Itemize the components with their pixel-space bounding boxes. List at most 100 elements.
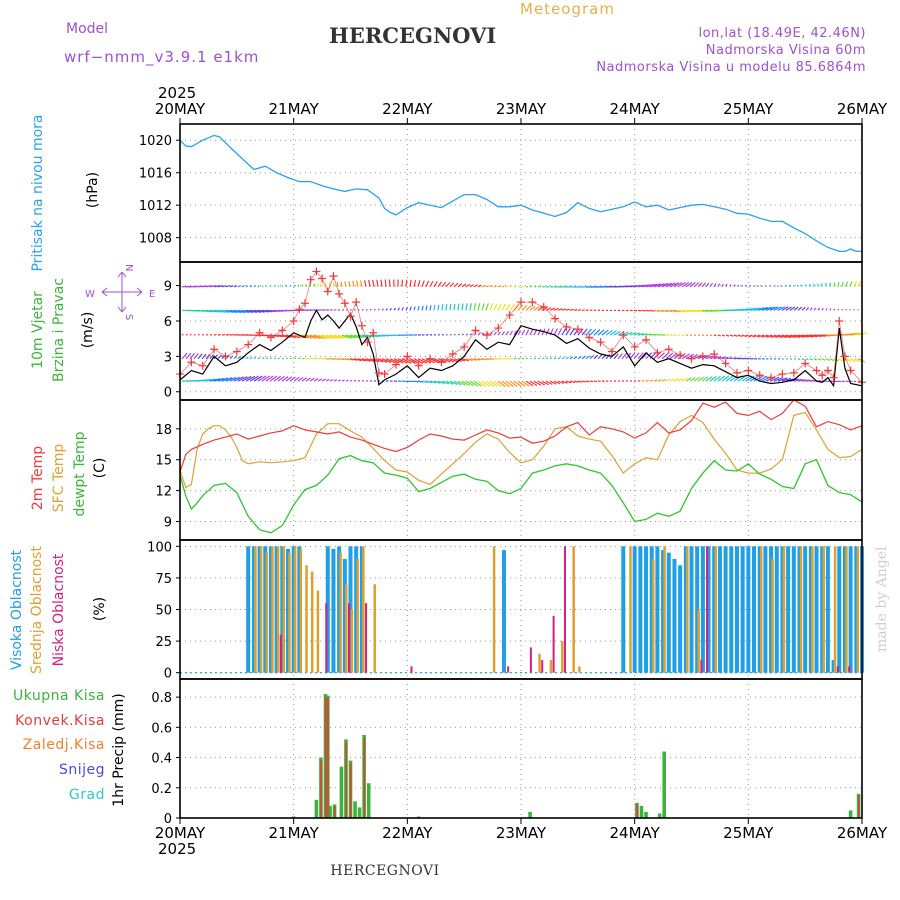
wind-arrow bbox=[525, 380, 534, 387]
wind-arrow bbox=[853, 380, 857, 383]
wind-arrow bbox=[481, 303, 485, 311]
cloud-bar bbox=[552, 615, 555, 673]
precip-bar bbox=[528, 811, 532, 818]
precip-conv-bar bbox=[349, 763, 352, 818]
cloud-bar bbox=[259, 546, 263, 673]
wind-arrow bbox=[685, 309, 695, 313]
cloud-bar bbox=[740, 546, 745, 673]
wind-arrow bbox=[277, 334, 288, 338]
wind-arrow bbox=[857, 280, 862, 288]
wind-arrow bbox=[209, 333, 213, 336]
cloud-bar bbox=[279, 634, 282, 673]
series-line-2m-temp bbox=[179, 399, 863, 473]
wind-arrow bbox=[365, 358, 375, 363]
cloud-side-label-low: Niska Oblacnost bbox=[51, 553, 67, 666]
wind-arrow bbox=[429, 334, 433, 336]
wind-arrow bbox=[497, 303, 502, 311]
wind-arrow bbox=[257, 309, 269, 313]
y-tick-label: 0.8 bbox=[151, 691, 172, 706]
cloud-bar bbox=[845, 546, 848, 673]
cloud-bar bbox=[348, 546, 353, 673]
wind-arrow bbox=[773, 377, 784, 382]
cloud-bar bbox=[695, 546, 700, 673]
precip-y-label: 1hr Precip (mm) bbox=[111, 693, 127, 806]
cloud-bar bbox=[683, 546, 688, 673]
wind-arrow bbox=[393, 358, 404, 364]
cloud-bar bbox=[771, 558, 774, 673]
wind-arrow bbox=[573, 309, 578, 311]
precip-conv-bar bbox=[857, 795, 860, 818]
wind-side-label-2: Brzina i Pravac bbox=[51, 278, 67, 382]
wind-arrow bbox=[589, 355, 595, 360]
wind-arrow bbox=[341, 379, 345, 382]
wind-arrow bbox=[605, 330, 613, 336]
cloud-bar bbox=[723, 546, 728, 673]
cloud-bar bbox=[672, 558, 677, 673]
precip-bar bbox=[657, 813, 662, 818]
wind-arrow bbox=[421, 380, 428, 383]
wind-arrow bbox=[281, 376, 289, 382]
y-tick-label: 0 bbox=[164, 812, 172, 827]
cloud-bar bbox=[310, 571, 314, 673]
wind-arrow bbox=[281, 285, 284, 288]
wind-arrow bbox=[285, 376, 293, 382]
cloud-bar bbox=[836, 666, 839, 673]
wind-arrow bbox=[693, 282, 700, 288]
cloud-bar bbox=[572, 546, 575, 673]
wind-arrow bbox=[677, 309, 686, 313]
wind-arrow bbox=[809, 358, 813, 361]
wind-arrow bbox=[521, 380, 530, 387]
wind-arrow bbox=[817, 358, 822, 361]
wind-arrow bbox=[213, 333, 217, 336]
wind-arrow bbox=[281, 334, 292, 338]
wind-arrow bbox=[493, 285, 497, 288]
y-tick-label: 9 bbox=[164, 515, 172, 530]
wind-arrow bbox=[829, 308, 832, 311]
wind-arrow bbox=[709, 282, 714, 288]
y-tick-label: 3 bbox=[164, 350, 172, 365]
wind-arrow bbox=[209, 378, 220, 382]
meteogram-label: Meteogram bbox=[520, 0, 615, 18]
wind-arrow bbox=[469, 380, 478, 387]
wind-arrow bbox=[229, 376, 240, 382]
wind-arrow bbox=[205, 353, 211, 360]
wind-arrow bbox=[785, 334, 796, 339]
wind-arrow bbox=[353, 358, 362, 362]
wind-arrow bbox=[493, 303, 498, 311]
cloud-side-label-high: Visoka Oblacnost bbox=[9, 549, 25, 670]
wind-arrow bbox=[309, 377, 315, 382]
wind-arrow bbox=[849, 358, 857, 363]
wind-arrow bbox=[185, 333, 188, 336]
wind-arrow bbox=[457, 333, 461, 336]
x-tick-label-bottom: 25MAY bbox=[723, 824, 774, 842]
wind-arrow bbox=[813, 307, 817, 311]
wind-arrow bbox=[789, 358, 793, 360]
wind-arrow bbox=[793, 378, 803, 382]
wind-arrow bbox=[465, 283, 471, 288]
x-tick-label-top: 21MAY bbox=[269, 100, 320, 118]
wind-arrow bbox=[665, 352, 674, 360]
cloud-bar bbox=[854, 546, 859, 673]
wind-arrow bbox=[441, 333, 444, 336]
wind-arrow bbox=[437, 304, 440, 311]
wind-arrow bbox=[397, 307, 400, 311]
wind-arrow bbox=[581, 328, 588, 336]
wind-arrow bbox=[669, 352, 678, 360]
wind-arrow bbox=[553, 380, 561, 385]
wind-arrow bbox=[245, 375, 256, 382]
wind-arrow bbox=[797, 379, 807, 382]
wind-arrow bbox=[817, 307, 821, 311]
wind-arrow bbox=[429, 380, 437, 384]
wind-arrow bbox=[433, 334, 437, 336]
wind-arrow bbox=[193, 353, 199, 360]
cloud-bar bbox=[299, 548, 303, 673]
wind-arrow bbox=[729, 334, 734, 337]
wind-arrow bbox=[609, 330, 617, 336]
wind-arrow bbox=[577, 328, 584, 336]
cloud-bar bbox=[678, 565, 683, 673]
cloud-bar bbox=[814, 546, 819, 673]
wind-arrow bbox=[193, 333, 196, 336]
cloud-bar bbox=[373, 584, 376, 673]
wind-arrow bbox=[501, 380, 510, 388]
panel-pressure: 1008 1012 1016 1020 bbox=[139, 123, 863, 263]
